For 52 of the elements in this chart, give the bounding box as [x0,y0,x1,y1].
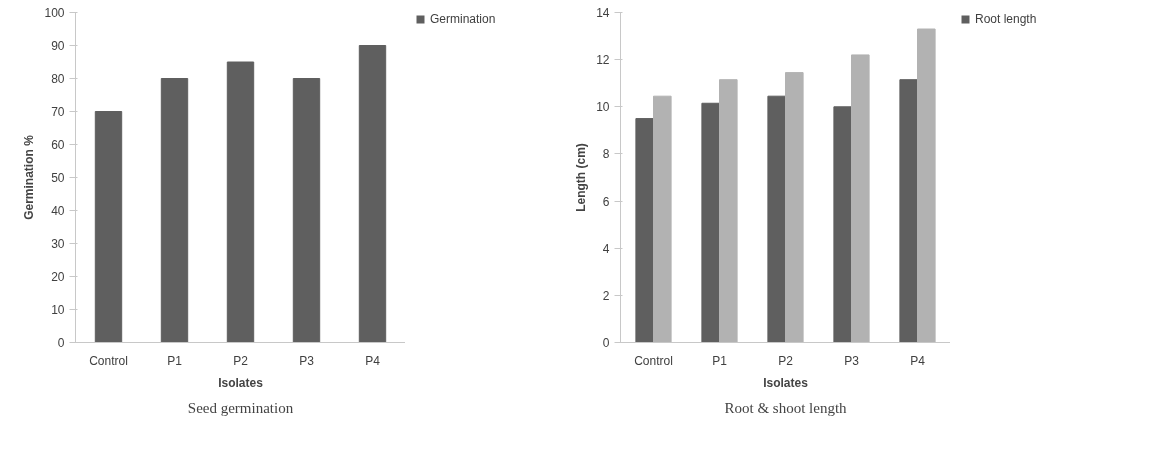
text: Seed germination [187,399,294,416]
y-tick-label: 12 [596,53,610,68]
bar [226,61,255,343]
y-tick-label: 0 [57,336,65,350]
x-tick-label: Control [634,353,673,368]
x-axis-title: Isolates [218,375,264,390]
y-tick-label: 60 [51,138,65,152]
y-axis-title: Length (cm) [574,143,589,212]
y-tick-label: 2 [602,288,610,303]
y-tick-label: 0 [602,336,610,350]
bar [358,45,387,343]
y-tick-label: 10 [51,303,65,317]
y-tick-label: 80 [51,72,65,86]
y-tick-label: 14 [596,6,610,20]
x-axis-title: Isolates [763,375,809,390]
bar [917,28,936,343]
x-tick-label: P1 [167,353,183,368]
bar [833,106,852,343]
bar [653,95,672,343]
y-tick-label: 8 [602,147,610,162]
x-tick-label: P3 [299,353,315,368]
bar [160,78,189,343]
bar [851,54,870,343]
y-tick-label: 70 [51,105,65,119]
x-tick-label: P3 [844,353,860,368]
x-tick-label: P2 [233,353,249,368]
x-tick-label: P1 [712,353,728,368]
x-tick-label: P4 [365,353,381,368]
bar [635,118,654,343]
bar [785,72,804,343]
legend-label: Germination [430,12,496,26]
y-tick-label: 4 [602,241,610,256]
text: Root & shoot length [724,399,848,416]
y-tick-label: 100 [44,6,65,20]
y-tick-label: 50 [51,171,65,185]
y-tick-label: 10 [596,100,610,115]
x-tick-label: P2 [778,353,794,368]
bar [94,111,123,343]
bar [701,102,720,343]
x-tick-label: P4 [910,353,926,368]
bar [719,79,738,343]
y-tick-label: 40 [51,204,65,218]
y-tick-label: 90 [51,39,65,53]
bar [292,78,321,343]
bar [899,79,918,343]
y-tick-label: 30 [51,237,65,251]
bar [767,95,786,343]
y-axis-title: Germination % [22,134,37,220]
y-tick-label: 20 [51,270,65,284]
x-tick-label: Control [89,353,128,368]
legend-label: Root length [975,12,1037,26]
y-tick-label: 6 [602,194,610,209]
